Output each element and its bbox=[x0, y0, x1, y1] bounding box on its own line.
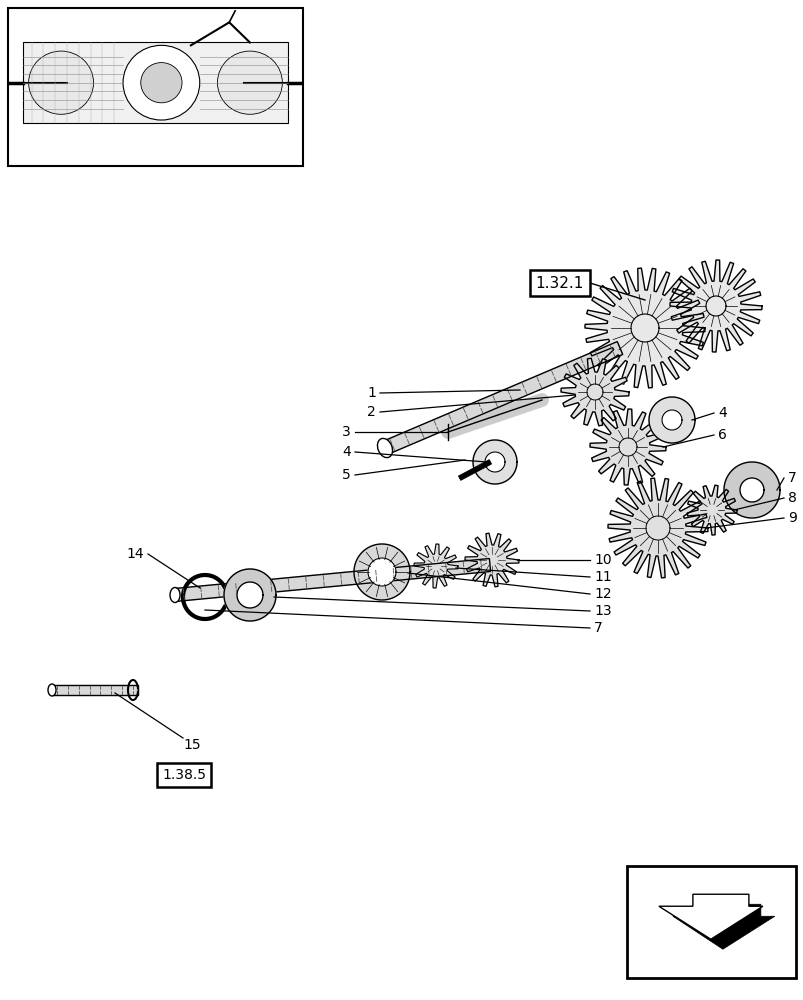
Text: 7: 7 bbox=[787, 471, 796, 485]
Text: 3: 3 bbox=[342, 425, 351, 439]
Text: 14: 14 bbox=[126, 547, 144, 561]
Polygon shape bbox=[739, 478, 763, 502]
Polygon shape bbox=[414, 544, 458, 588]
Polygon shape bbox=[687, 485, 736, 535]
Circle shape bbox=[123, 45, 199, 120]
Polygon shape bbox=[658, 894, 762, 939]
Text: 6: 6 bbox=[717, 428, 726, 442]
Text: 12: 12 bbox=[593, 587, 611, 601]
Polygon shape bbox=[52, 685, 138, 695]
Polygon shape bbox=[560, 358, 628, 426]
Polygon shape bbox=[237, 582, 263, 608]
Text: 5: 5 bbox=[342, 468, 351, 482]
Ellipse shape bbox=[169, 587, 180, 602]
Polygon shape bbox=[174, 559, 490, 601]
Circle shape bbox=[29, 51, 93, 114]
Polygon shape bbox=[224, 569, 275, 621]
Bar bbox=[8, 8, 303, 166]
Text: 9: 9 bbox=[787, 511, 796, 525]
Polygon shape bbox=[353, 544, 410, 600]
Text: 15: 15 bbox=[183, 738, 201, 752]
Text: 7: 7 bbox=[593, 621, 602, 635]
Text: 4: 4 bbox=[342, 445, 351, 459]
Ellipse shape bbox=[377, 438, 392, 458]
Text: 8: 8 bbox=[787, 491, 796, 505]
Polygon shape bbox=[724, 462, 779, 518]
Polygon shape bbox=[381, 342, 622, 454]
Polygon shape bbox=[648, 397, 694, 443]
Bar bbox=[626, 866, 795, 978]
Polygon shape bbox=[464, 533, 519, 587]
Polygon shape bbox=[589, 409, 665, 485]
Text: 11: 11 bbox=[593, 570, 611, 584]
Polygon shape bbox=[607, 478, 707, 578]
Text: 13: 13 bbox=[593, 604, 611, 618]
Circle shape bbox=[141, 63, 181, 103]
Polygon shape bbox=[484, 452, 504, 472]
Bar bbox=[22, 42, 288, 123]
Ellipse shape bbox=[48, 684, 56, 696]
Text: 1.32.1: 1.32.1 bbox=[535, 275, 584, 290]
Polygon shape bbox=[672, 904, 774, 949]
Polygon shape bbox=[661, 410, 681, 430]
Polygon shape bbox=[669, 260, 761, 352]
Polygon shape bbox=[458, 460, 491, 480]
Text: 2: 2 bbox=[367, 405, 376, 419]
Polygon shape bbox=[368, 558, 396, 586]
Text: 1: 1 bbox=[367, 386, 376, 400]
Text: 4: 4 bbox=[717, 406, 726, 420]
Polygon shape bbox=[585, 268, 704, 388]
Text: 1.38.5: 1.38.5 bbox=[161, 768, 206, 782]
Text: 10: 10 bbox=[593, 553, 611, 567]
Polygon shape bbox=[472, 440, 516, 484]
Circle shape bbox=[217, 51, 282, 114]
